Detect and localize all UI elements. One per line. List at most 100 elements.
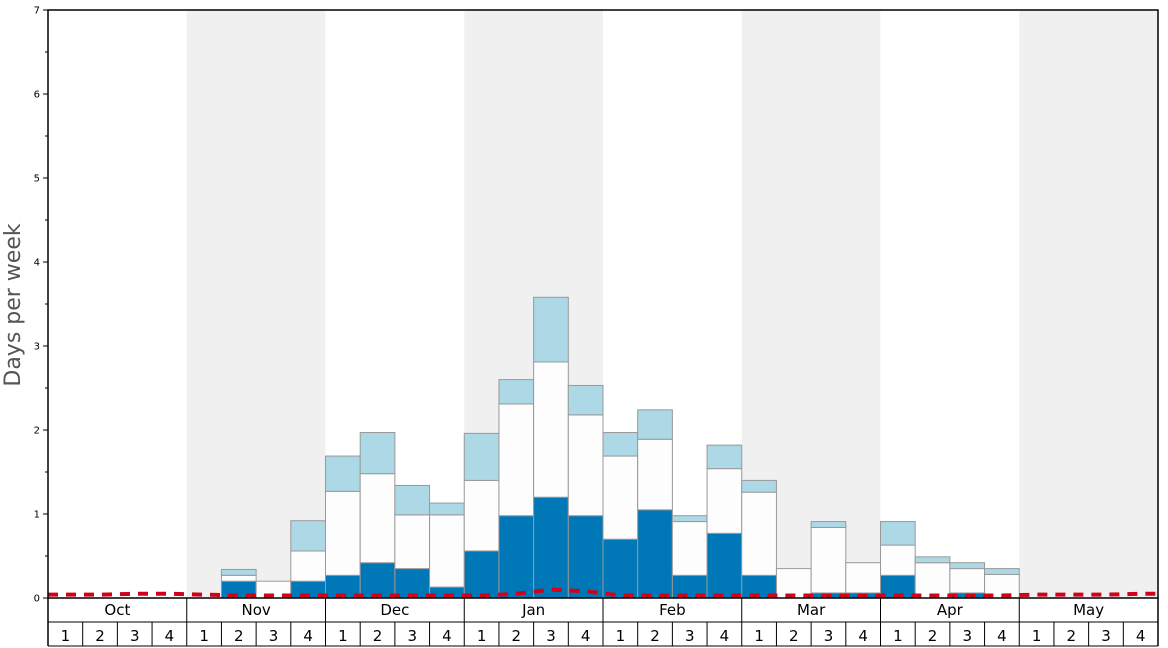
bar-series2-week-21 xyxy=(741,491,777,576)
y-axis-label: Days per week xyxy=(1,223,26,386)
bar-series2-week-11 xyxy=(394,514,431,570)
week-label-7: 3 xyxy=(269,627,279,645)
week-label-17: 1 xyxy=(616,627,626,645)
bar-series3-week-21 xyxy=(741,479,777,493)
week-label-25: 1 xyxy=(893,627,903,645)
bar-series3-week-12 xyxy=(429,502,465,516)
bar-series1-week-10 xyxy=(359,562,396,599)
bar-series2-week-19 xyxy=(671,521,708,576)
bar-series xyxy=(220,296,1020,599)
week-label-12: 4 xyxy=(442,627,452,645)
week-label-14: 2 xyxy=(512,627,522,645)
bar-series2-week-6 xyxy=(220,574,257,582)
week-label-32: 4 xyxy=(1136,627,1146,645)
y-tick-label-3: 3 xyxy=(34,342,40,353)
week-label-30: 2 xyxy=(1067,627,1077,645)
week-label-22: 2 xyxy=(789,627,799,645)
week-label-31: 3 xyxy=(1101,627,1111,645)
bar-series2-week-20 xyxy=(706,468,743,534)
week-label-24: 4 xyxy=(858,627,868,645)
y-tick-label-5: 5 xyxy=(34,174,40,185)
month-label-jan: Jan xyxy=(521,601,545,619)
bar-series3-week-8 xyxy=(290,520,326,552)
bar-series1-week-16 xyxy=(567,515,604,599)
x-axis-weeks: 1 2 3 4 1 2 3 4 1 2 3 4 1 2 3 4 1 2 3 4 1 2 3 4 1 2 3 4 1 2 3 4 xyxy=(61,622,1146,646)
bar-series3-week-9 xyxy=(325,455,361,492)
bar-series3-week-18 xyxy=(637,409,673,440)
week-label-10: 2 xyxy=(373,627,383,645)
bar-series3-week-17 xyxy=(602,432,639,457)
month-label-nov: Nov xyxy=(241,601,270,619)
bar-series1-week-15 xyxy=(533,496,569,599)
bar-series2-week-14 xyxy=(498,403,535,517)
month-shade-nov xyxy=(186,10,326,598)
bar-series2-week-18 xyxy=(637,438,673,511)
y-tick-label-1: 1 xyxy=(34,510,40,521)
bar-series1-week-13 xyxy=(463,550,500,599)
bar-series3-week-28 xyxy=(984,568,1020,575)
bar-series2-week-12 xyxy=(429,514,465,588)
week-label-11: 3 xyxy=(407,627,417,645)
month-label-mar: Mar xyxy=(797,601,826,619)
bar-series2-week-8 xyxy=(290,550,326,582)
bar-series3-week-27 xyxy=(949,562,986,570)
week-label-27: 3 xyxy=(962,627,972,645)
week-label-2: 2 xyxy=(95,627,105,645)
week-label-9: 1 xyxy=(338,627,348,645)
month-label-may: May xyxy=(1073,601,1104,619)
week-label-18: 2 xyxy=(650,627,660,645)
week-label-4: 4 xyxy=(165,627,175,645)
week-label-20: 4 xyxy=(720,627,730,645)
y-tick-label-2: 2 xyxy=(34,426,40,437)
bar-series3-week-19 xyxy=(671,515,708,523)
bar-series3-week-6 xyxy=(220,568,257,576)
bar-series3-week-13 xyxy=(463,432,500,481)
y-tick-label-6: 6 xyxy=(34,90,40,101)
bar-series2-week-27 xyxy=(949,568,986,594)
bar-series3-week-26 xyxy=(914,556,951,564)
bar-series2-week-23 xyxy=(810,526,847,594)
month-shade-may xyxy=(1019,10,1158,598)
bar-series3-week-25 xyxy=(880,521,916,546)
baseline-dashed-line xyxy=(48,587,1158,598)
bar-series3-week-23 xyxy=(810,521,847,528)
month-label-apr: Apr xyxy=(937,601,964,619)
bar-series1-week-14 xyxy=(498,515,535,599)
bar-series2-week-10 xyxy=(359,473,396,564)
baseline-series xyxy=(48,587,1158,598)
bar-series2-week-24 xyxy=(845,562,881,594)
week-label-5: 1 xyxy=(199,627,209,645)
bar-series2-week-26 xyxy=(914,562,951,599)
bar-series2-week-13 xyxy=(463,479,500,552)
y-axis-ticks: 0 1 2 3 4 5 6 7 xyxy=(34,6,48,605)
month-label-dec: Dec xyxy=(380,601,409,619)
bar-series2-week-25 xyxy=(880,544,916,576)
y-tick-label-0: 0 xyxy=(34,594,40,605)
week-label-29: 1 xyxy=(1032,627,1042,645)
bar-series3-week-14 xyxy=(498,379,535,405)
month-label-feb: Feb xyxy=(659,601,686,619)
bar-series1-week-20 xyxy=(706,532,743,599)
bar-series1-week-18 xyxy=(637,509,673,599)
y-tick-label-7: 7 xyxy=(34,6,40,17)
bar-series2-week-9 xyxy=(325,490,361,576)
week-label-8: 4 xyxy=(303,627,313,645)
week-label-19: 3 xyxy=(685,627,695,645)
week-label-15: 3 xyxy=(546,627,556,645)
week-label-21: 1 xyxy=(754,627,764,645)
week-label-1: 1 xyxy=(61,627,71,645)
bar-series1-week-17 xyxy=(602,538,639,599)
bar-series2-week-15 xyxy=(533,361,569,498)
week-label-16: 4 xyxy=(581,627,591,645)
week-label-13: 1 xyxy=(477,627,487,645)
bar-series3-week-16 xyxy=(567,384,604,416)
y-tick-label-4: 4 xyxy=(34,258,40,269)
week-label-26: 2 xyxy=(928,627,938,645)
bar-series1-week-11 xyxy=(394,568,431,599)
bar-series3-week-15 xyxy=(533,296,569,363)
bar-series3-week-11 xyxy=(394,484,431,516)
x-axis-months: Oct Nov Dec Jan Feb Mar Apr May xyxy=(104,598,1104,646)
month-label-oct: Oct xyxy=(104,601,130,619)
